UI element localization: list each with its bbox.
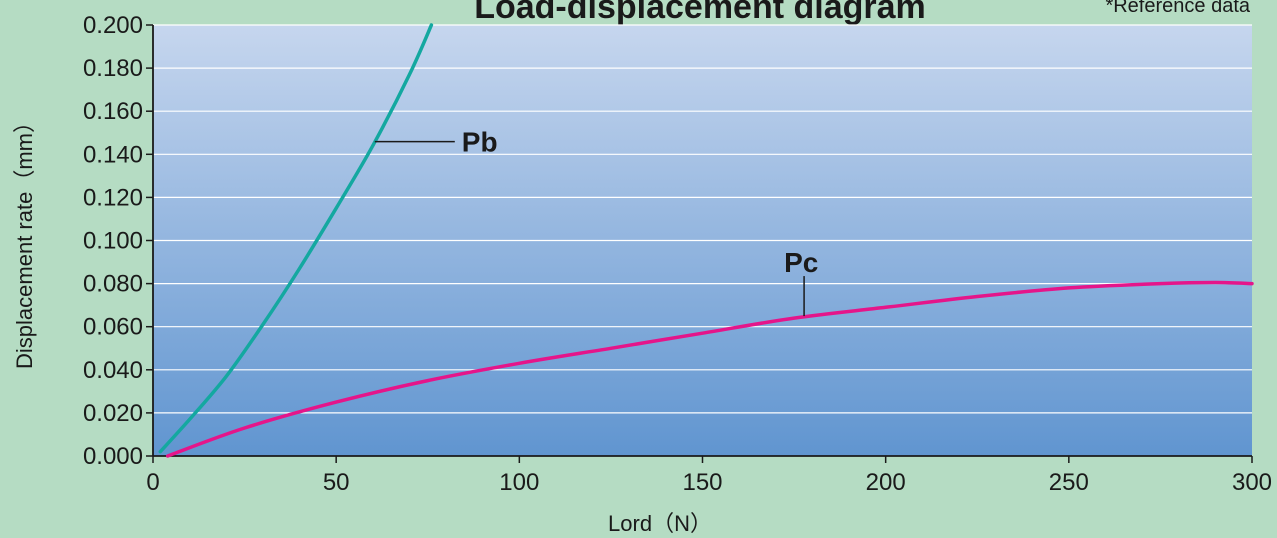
x-axis: 0 50 100 150 200 250 300 <box>146 455 1272 496</box>
x-tick-label: 0 <box>146 469 159 496</box>
y-tick-label: 0.020 <box>83 400 143 427</box>
x-tick-label: 100 <box>499 469 539 496</box>
reference-note: *Reference data <box>1105 0 1250 17</box>
y-tick-label: 0.180 <box>83 55 143 82</box>
x-tick-label: 300 <box>1232 469 1272 496</box>
y-axis-title: Displacement rate（mm） <box>12 111 37 369</box>
series-layer <box>158 23 1254 458</box>
x-tick-label: 150 <box>682 469 722 496</box>
series-label-pb: Pb <box>462 127 498 158</box>
x-axis-title: Lord（N） <box>608 511 712 536</box>
y-tick-label: 0.040 <box>83 357 143 384</box>
y-tick-label: 0.200 <box>83 12 143 39</box>
series-label-pc: Pc <box>784 247 818 278</box>
y-tick-label: 0.060 <box>83 314 143 341</box>
y-tick-label: 0.160 <box>83 98 143 125</box>
series-labels: Pb Pc <box>374 127 818 317</box>
series-line-pb <box>158 23 434 454</box>
y-axis: 0.000 0.020 0.040 0.060 0.080 0.100 0.120 0.140… <box>83 12 154 470</box>
y-tick-label: 0.120 <box>83 184 143 211</box>
y-tick-label: 0.100 <box>83 228 143 255</box>
y-tick-label: 0.000 <box>83 443 143 470</box>
series-line-pc <box>165 280 1254 458</box>
x-tick-label: 250 <box>1049 469 1089 496</box>
grid <box>153 24 1252 414</box>
y-tick-label: 0.080 <box>83 271 143 298</box>
x-tick-label: 200 <box>866 469 906 496</box>
y-tick-label: 0.140 <box>83 141 143 168</box>
x-tick-label: 50 <box>323 469 350 496</box>
chart-title: Load-displacement diagram <box>474 0 926 26</box>
